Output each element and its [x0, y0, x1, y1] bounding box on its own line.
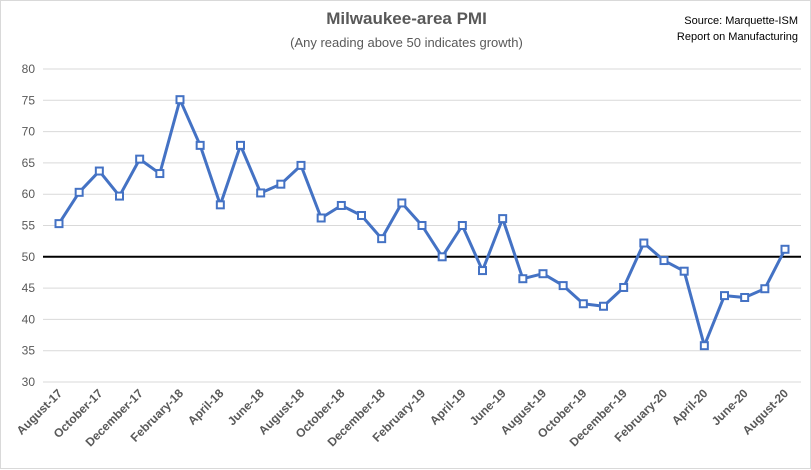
x-axis-ticks: August-17October-17December-17February-1… [14, 386, 792, 449]
data-point-October-18 [336, 200, 346, 210]
y-axis-ticks: 30 35 40 45 50 55 60 65 70 75 80 [22, 62, 36, 389]
data-point-June-18 [256, 188, 266, 198]
data-point-July-18 [276, 179, 286, 189]
data-point-June-20 [740, 292, 750, 302]
data-point-May-18 [236, 140, 245, 150]
y-tick-label-40: 40 [22, 312, 36, 326]
data-point-July-19 [518, 274, 528, 284]
data-point-December-19 [619, 282, 629, 292]
data-point-February-19 [417, 221, 427, 230]
data-point-March-18 [195, 140, 205, 150]
x-tick-label-April-18: April-18 [185, 386, 227, 428]
source-line-2: Report on Manufacturing [676, 31, 798, 43]
data-point-March-20 [679, 266, 689, 276]
y-tick-label-35: 35 [22, 344, 36, 358]
data-point-April-20 [699, 341, 709, 351]
y-tick-label-60: 60 [22, 187, 36, 201]
x-tick-label-April-20: April-20 [669, 386, 711, 428]
data-point-August-20 [780, 244, 790, 254]
data-point-December-18 [377, 234, 387, 244]
series-group [54, 95, 790, 351]
data-point-November-17 [115, 191, 124, 201]
data-point-August-17 [54, 219, 64, 229]
data-point-October-19 [578, 299, 588, 309]
data-point-June-19 [498, 214, 508, 224]
y-tick-label-70: 70 [22, 125, 36, 139]
y-tick-label-30: 30 [22, 375, 36, 389]
data-point-February-20 [659, 256, 669, 266]
data-point-May-19 [478, 266, 487, 276]
data-point-February-18 [175, 95, 185, 105]
data-point-November-18 [357, 210, 366, 220]
y-tick-label-80: 80 [22, 62, 36, 76]
data-point-January-18 [155, 169, 165, 179]
y-tick-label-65: 65 [22, 156, 36, 170]
y-tick-label-45: 45 [22, 281, 36, 295]
y-tick-label-75: 75 [22, 93, 36, 107]
chart-source: Source: Marquette-ISM Report on Manufact… [677, 13, 798, 45]
source-line-1: Source: Marquette-ISM [684, 15, 798, 27]
data-point-September-18 [316, 213, 326, 223]
data-point-September-19 [558, 281, 568, 291]
data-point-November-19 [599, 301, 608, 311]
data-point-March-19 [437, 252, 447, 262]
data-point-October-17 [94, 166, 104, 176]
data-point-April-18 [215, 200, 225, 210]
data-point-April-19 [457, 221, 467, 230]
chart-title: Milwaukee-area PMI [326, 9, 487, 28]
data-point-January-19 [397, 198, 407, 208]
data-point-July-20 [760, 284, 770, 294]
data-point-August-18 [296, 160, 306, 170]
y-tick-label-50: 50 [22, 250, 36, 264]
data-point-September-17 [74, 187, 84, 197]
x-tick-label-April-19: April-19 [427, 386, 469, 428]
y-tick-label-55: 55 [22, 219, 36, 233]
chart-subtitle: (Any reading above 50 indicates growth) [290, 35, 523, 50]
data-point-May-20 [720, 291, 729, 301]
data-point-August-19 [538, 269, 548, 279]
data-point-January-20 [639, 238, 649, 248]
data-point-December-17 [135, 154, 145, 164]
